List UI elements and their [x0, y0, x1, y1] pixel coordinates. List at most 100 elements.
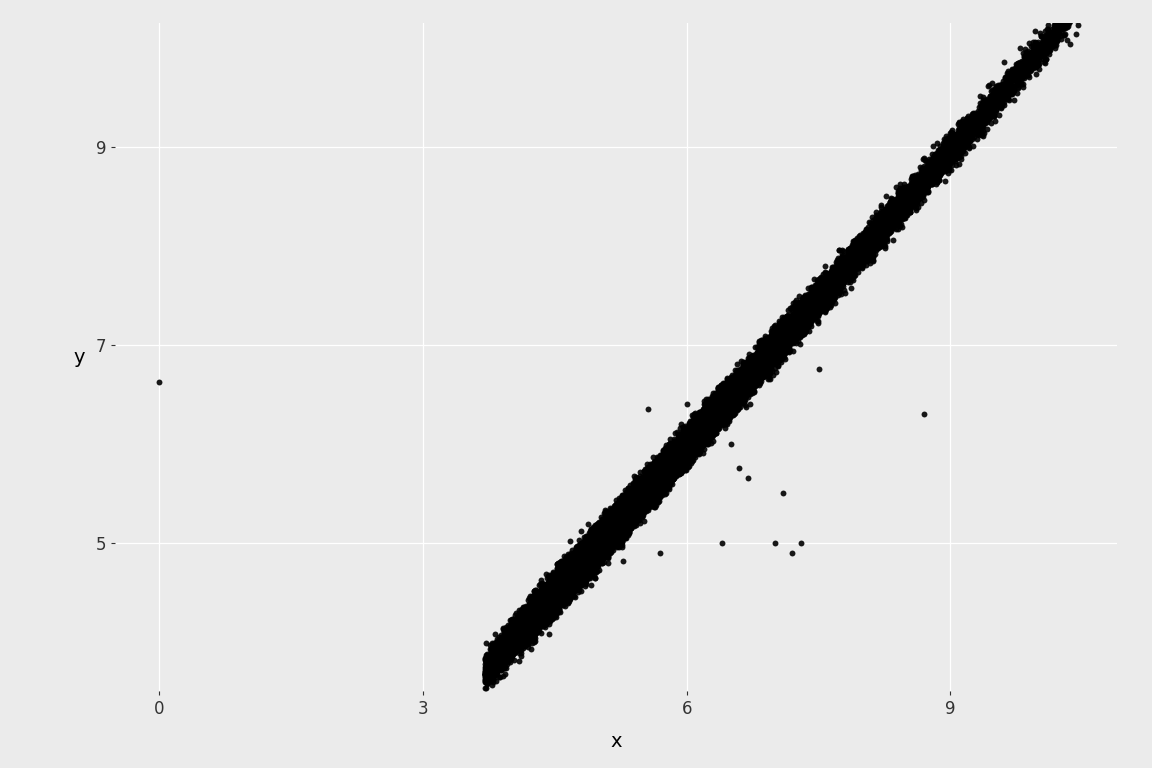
Point [813, 302, 832, 314]
Point [626, 492, 644, 504]
Point [733, 378, 751, 390]
Point [669, 462, 688, 474]
Point [683, 429, 702, 441]
Point [585, 545, 604, 558]
Point [578, 554, 597, 566]
Point [550, 581, 568, 594]
Point [958, 127, 977, 139]
Point [742, 366, 760, 379]
Point [619, 493, 637, 505]
Point [670, 449, 689, 461]
Point [517, 623, 536, 635]
Point [752, 343, 771, 355]
Point [825, 261, 843, 273]
Point [573, 552, 591, 564]
Point [617, 513, 636, 525]
Point [531, 618, 550, 631]
Point [723, 382, 742, 395]
Point [524, 620, 543, 632]
Point [680, 449, 698, 462]
Point [679, 437, 697, 449]
Point [629, 496, 647, 508]
Point [979, 96, 998, 108]
Point [487, 638, 506, 650]
Point [532, 599, 551, 611]
Point [477, 666, 495, 678]
Point [611, 507, 629, 519]
Point [666, 457, 684, 469]
Point [551, 579, 569, 591]
Point [589, 536, 607, 548]
Point [576, 560, 594, 572]
Point [629, 498, 647, 511]
Point [482, 667, 500, 679]
Point [480, 665, 499, 677]
Point [832, 254, 850, 266]
Point [616, 503, 635, 515]
Point [655, 465, 674, 477]
Point [976, 111, 994, 124]
Point [569, 545, 588, 557]
Point [510, 640, 529, 652]
Point [695, 420, 713, 432]
Point [634, 495, 652, 507]
Point [691, 409, 710, 421]
Point [684, 429, 703, 441]
Point [729, 400, 748, 412]
Point [896, 194, 915, 206]
Point [949, 128, 968, 141]
Point [526, 602, 545, 614]
Point [667, 465, 685, 478]
Point [677, 439, 696, 452]
Point [672, 432, 690, 444]
Point [771, 345, 789, 357]
Point [655, 470, 674, 482]
Point [579, 553, 598, 565]
Point [649, 472, 667, 485]
Point [529, 609, 547, 621]
Point [513, 621, 531, 633]
Point [863, 234, 881, 247]
Point [531, 616, 550, 628]
Point [768, 342, 787, 354]
Point [691, 423, 710, 435]
Point [590, 541, 608, 553]
Point [568, 552, 586, 564]
Point [643, 468, 661, 481]
Point [634, 486, 652, 498]
Point [695, 425, 713, 437]
Point [742, 363, 760, 376]
Point [653, 489, 672, 502]
Point [641, 482, 659, 495]
Point [797, 299, 816, 311]
Point [568, 561, 586, 574]
Point [599, 516, 617, 528]
Point [670, 455, 689, 467]
Point [544, 580, 562, 592]
Point [763, 349, 781, 361]
Point [584, 539, 602, 551]
Point [665, 464, 683, 476]
Point [491, 659, 509, 671]
Point [923, 159, 941, 171]
Point [600, 517, 619, 529]
Point [553, 580, 571, 592]
Point [578, 555, 597, 568]
Point [624, 498, 643, 510]
Point [705, 404, 723, 416]
Point [539, 581, 558, 593]
Point [804, 301, 823, 313]
Point [540, 591, 559, 604]
Point [526, 611, 545, 624]
Point [673, 450, 691, 462]
Point [776, 326, 795, 339]
Point [577, 549, 596, 561]
Point [753, 350, 772, 362]
Point [669, 437, 688, 449]
Point [505, 636, 523, 648]
Point [651, 459, 669, 472]
Point [551, 598, 569, 611]
Point [564, 579, 583, 591]
Point [641, 481, 659, 493]
Point [991, 86, 1009, 98]
